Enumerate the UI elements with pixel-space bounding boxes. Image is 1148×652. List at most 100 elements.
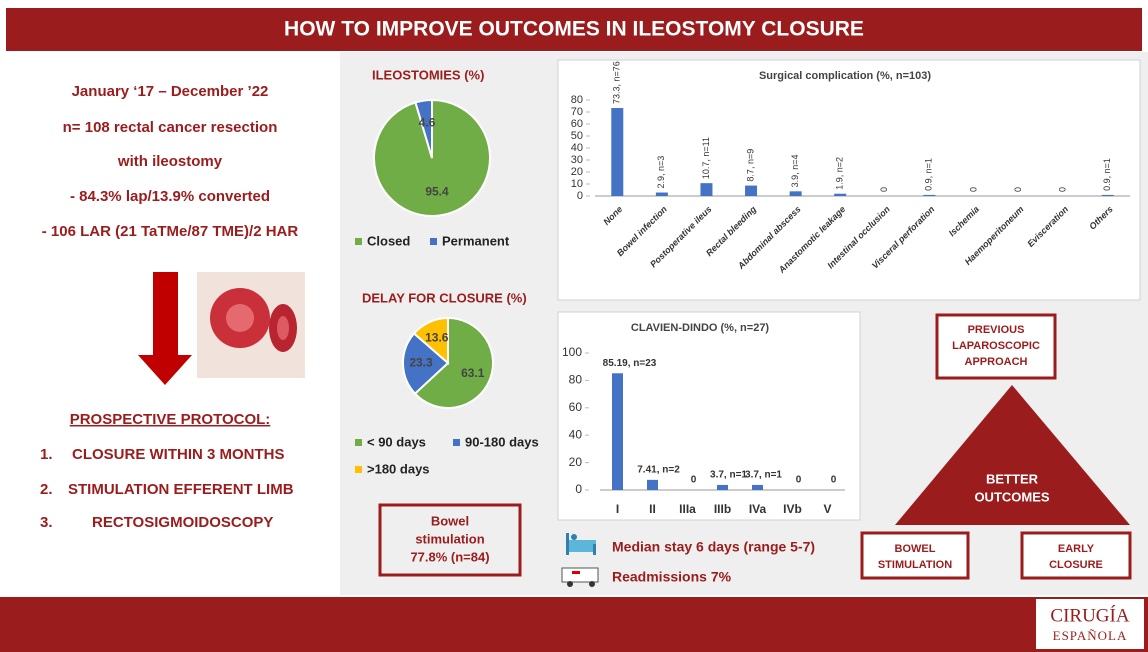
left-box <box>862 533 968 578</box>
slice-label: 13.6 <box>425 331 449 345</box>
bowel-line: 77.8% (n=84) <box>410 549 489 564</box>
y-tick-label: 40 <box>569 427 583 441</box>
y-tick-label: 80 <box>571 94 583 106</box>
y-tick-label: 50 <box>571 130 583 142</box>
value-label: 85.19, n=23 <box>603 358 657 369</box>
legend-swatch <box>355 238 362 245</box>
legend-label: Permanent <box>442 233 510 248</box>
study-line: January ‘17 – December ’22 <box>72 83 269 100</box>
value-label: 3.9, n=4 <box>790 155 800 188</box>
bar <box>612 373 623 490</box>
legend-label: >180 days <box>367 461 430 476</box>
chart-box <box>558 312 860 520</box>
triangle-center-line: BETTER <box>986 471 1039 486</box>
legend-label: 90-180 days <box>465 434 539 449</box>
pie-title: DELAY FOR CLOSURE (%) <box>362 290 527 305</box>
protocol-item: CLOSURE WITHIN 3 MONTHS <box>72 446 285 463</box>
y-tick-label: 20 <box>569 455 583 469</box>
slice-label: 95.4 <box>425 185 449 199</box>
protocol-item: STIMULATION EFFERENT LIMB <box>68 481 294 498</box>
page: { "header": {"title": "HOW TO IMPROVE OU… <box>0 0 1148 652</box>
value-label: 3.7, n=1 <box>710 470 747 481</box>
bar <box>752 485 763 490</box>
bar <box>1102 195 1114 196</box>
chart-box <box>558 60 1140 300</box>
y-tick-label: 80 <box>569 373 583 387</box>
slice-label: 63.1 <box>461 366 485 380</box>
value-label: 0 <box>1058 187 1068 192</box>
protocol-title: PROSPECTIVE PROTOCOL: <box>70 411 271 428</box>
legend-swatch <box>355 466 362 473</box>
bar <box>923 195 935 196</box>
y-tick-label: 60 <box>571 118 583 130</box>
y-tick-label: 20 <box>571 166 583 178</box>
x-tick-label: I <box>616 502 619 516</box>
y-tick-label: 0 <box>575 482 582 496</box>
cell-image <box>197 272 305 378</box>
legend-swatch <box>355 439 362 446</box>
footer-band <box>0 597 1148 652</box>
triangle-right-line: EARLY <box>1058 543 1095 555</box>
bar <box>717 485 728 490</box>
bar <box>656 193 668 196</box>
y-tick-label: 60 <box>569 400 583 414</box>
readmissions: Readmissions 7% <box>612 569 732 585</box>
x-tick-label: IIIa <box>679 502 696 516</box>
protocol-number: 2. <box>40 481 53 498</box>
protocol-item: RECTOSIGMOIDOSCOPY <box>92 514 273 531</box>
protocol-number: 3. <box>40 514 53 531</box>
y-tick-label: 30 <box>571 154 583 166</box>
triangle-left-line: STIMULATION <box>878 559 952 571</box>
legend-swatch <box>430 238 437 245</box>
value-label: 8.7, n=9 <box>745 149 755 182</box>
value-label: 0 <box>831 475 837 486</box>
value-label: 0.9, n=1 <box>924 158 934 191</box>
x-tick-label: II <box>649 502 656 516</box>
bar <box>834 194 846 196</box>
value-label: 73.3, n=76 <box>612 61 622 104</box>
triangle-top-line: APPROACH <box>965 356 1028 368</box>
slice-label: 4.6 <box>419 116 436 130</box>
value-label: 3.7, n=1 <box>745 470 782 481</box>
value-label: 0 <box>796 475 802 486</box>
legend-label: Closed <box>367 233 410 248</box>
bar <box>790 191 802 196</box>
x-tick-label: IIIb <box>714 502 731 516</box>
y-tick-label: 40 <box>571 142 583 154</box>
median-stay: Median stay 6 days (range 5-7) <box>612 539 815 555</box>
value-label: 0 <box>968 187 978 192</box>
infographic: HOW TO IMPROVE OUTCOMES IN ILEOSTOMY CLO… <box>0 0 1148 652</box>
value-label: 10.7, n=11 <box>701 137 711 179</box>
page-title: HOW TO IMPROVE OUTCOMES IN ILEOSTOMY CLO… <box>284 18 864 41</box>
bar <box>745 186 757 196</box>
value-label: 0 <box>691 475 697 486</box>
bar-title: CLAVIEN-DINDO (%, n=27) <box>631 322 770 334</box>
bowel-line: stimulation <box>415 531 484 546</box>
legend-swatch <box>453 439 460 446</box>
value-label: 0 <box>1013 187 1023 192</box>
triangle-top-line: PREVIOUS <box>968 324 1025 336</box>
logo-line: CIRUGÍA <box>1050 604 1129 626</box>
study-line: - 84.3% lap/13.9% converted <box>70 188 270 205</box>
legend-label: < 90 days <box>367 434 426 449</box>
logo-line: ESPAÑOLA <box>1053 628 1128 643</box>
triangle-center-line: OUTCOMES <box>974 489 1049 504</box>
y-tick-label: 10 <box>571 178 583 190</box>
bar-title: Surgical complication (%, n=103) <box>759 70 931 82</box>
y-tick-label: 0 <box>577 190 583 202</box>
bar <box>647 480 658 490</box>
study-line: - 106 LAR (21 TaTMe/87 TME)/2 HAR <box>42 223 299 240</box>
x-tick-label: IVb <box>783 502 802 516</box>
right-box <box>1022 533 1130 578</box>
value-label: 2.9, n=3 <box>656 156 666 189</box>
study-line: with ileostomy <box>117 153 223 170</box>
value-label: 1.9, n=2 <box>835 157 845 190</box>
x-tick-label: V <box>823 502 831 516</box>
value-label: 0.9, n=1 <box>1102 158 1112 191</box>
triangle-top-line: LAPAROSCOPIC <box>952 340 1040 352</box>
slice-label: 23.3 <box>409 356 433 370</box>
x-tick-label: IVa <box>749 502 767 516</box>
bar <box>611 108 623 196</box>
triangle-right-line: CLOSURE <box>1049 559 1103 571</box>
value-label: 7.41, n=2 <box>637 464 680 475</box>
